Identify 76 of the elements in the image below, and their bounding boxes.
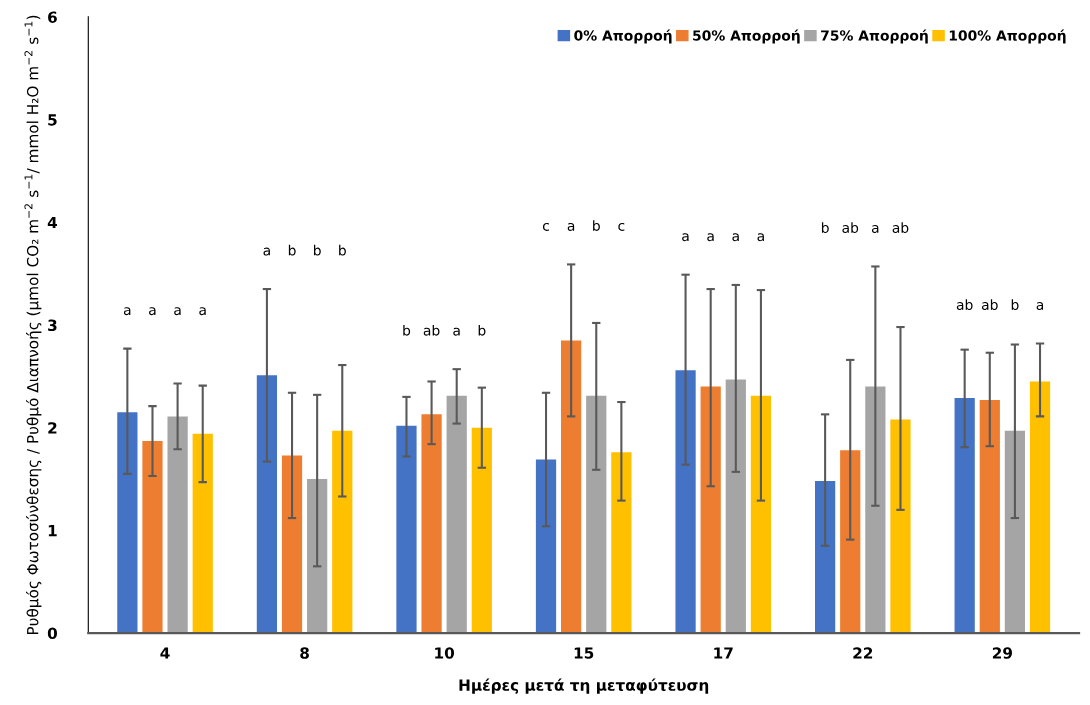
text: Ρυθμός Φωτοσύνθεσης / Ρυθμό Διαπνοής (μmol CO₂ m$^{−2}$ s$^{−1}$/ mmol H₂O m$^{−2}$ s$^{−1}$) xyxy=(24,15,42,635)
annotation: ab xyxy=(423,324,440,336)
bar xyxy=(561,340,582,634)
x-tick-label: 29 xyxy=(992,647,1012,659)
annotation: b xyxy=(821,222,829,233)
bar xyxy=(117,412,138,634)
x-tick-label: 22 xyxy=(853,647,873,659)
bar xyxy=(865,386,886,634)
annotation: ab xyxy=(956,299,973,310)
legend-label: 100% Απορροή xyxy=(949,29,1066,44)
legend-label: 75% Απορροή xyxy=(821,29,928,44)
bar xyxy=(1029,381,1051,634)
y-tick-label: 4 xyxy=(47,216,58,229)
y-tick-label: 2 xyxy=(48,422,57,434)
bar xyxy=(890,419,911,634)
annotation: a xyxy=(1036,302,1044,310)
y-tick-label: 3 xyxy=(48,319,57,332)
x-tick-label: 17 xyxy=(714,647,733,659)
annotation: b xyxy=(288,244,296,256)
annotation: b xyxy=(1011,299,1019,310)
bar xyxy=(725,379,746,634)
bar xyxy=(750,395,772,634)
bar xyxy=(256,375,278,634)
bar xyxy=(446,395,467,634)
bar xyxy=(281,455,303,634)
bar xyxy=(586,395,607,634)
annotation: a xyxy=(149,307,156,316)
legend-label: 50% Απορροή xyxy=(693,29,800,44)
bar xyxy=(396,425,417,634)
annotation: b xyxy=(593,220,600,231)
bar xyxy=(611,452,632,634)
bar xyxy=(700,386,721,634)
bar xyxy=(954,397,975,634)
annotation: b xyxy=(478,324,486,336)
annotation: a xyxy=(174,307,181,316)
annotation: a xyxy=(707,233,714,242)
annotation: b xyxy=(339,244,346,256)
bar xyxy=(471,427,492,634)
bar xyxy=(840,450,861,634)
annotation: b xyxy=(314,244,321,256)
y-tick-label: 6 xyxy=(48,11,57,23)
annotation: c xyxy=(618,222,625,231)
x-tick-label: 4 xyxy=(160,647,170,659)
bar xyxy=(307,479,328,634)
bar xyxy=(192,433,213,634)
annotation: a xyxy=(199,307,206,316)
bar xyxy=(815,481,836,634)
annotation: a xyxy=(871,224,879,233)
annotation: a xyxy=(757,233,764,242)
bar xyxy=(167,416,188,634)
bar xyxy=(535,459,557,634)
bar xyxy=(142,441,163,634)
annotation: c xyxy=(542,222,549,231)
bar xyxy=(979,399,1000,634)
annotation: ab xyxy=(842,222,859,233)
bar xyxy=(1004,430,1026,634)
x-tick-label: 15 xyxy=(574,647,594,659)
x-axis-title: Ημέρες μετά τη μεταφύτευση xyxy=(459,678,709,694)
annotation: a xyxy=(263,247,270,256)
annotation: ab xyxy=(981,299,998,310)
x-tick-label: 8 xyxy=(300,647,309,659)
legend-label: 0% Απορροή xyxy=(574,29,672,44)
annotation: b xyxy=(403,324,411,336)
y-tick-label: 5 xyxy=(48,114,57,126)
bar xyxy=(332,430,353,634)
annotation: a xyxy=(682,233,689,242)
bar xyxy=(421,414,442,634)
x-tick-label: 10 xyxy=(435,647,455,659)
annotation: a xyxy=(453,327,460,336)
bar xyxy=(675,370,696,634)
annotation: a xyxy=(123,307,131,316)
annotation: a xyxy=(567,222,575,231)
y-tick-label: 0 xyxy=(47,627,57,640)
annotation: a xyxy=(732,233,739,242)
annotation: ab xyxy=(892,222,909,233)
y-tick-label: 1 xyxy=(48,525,57,537)
